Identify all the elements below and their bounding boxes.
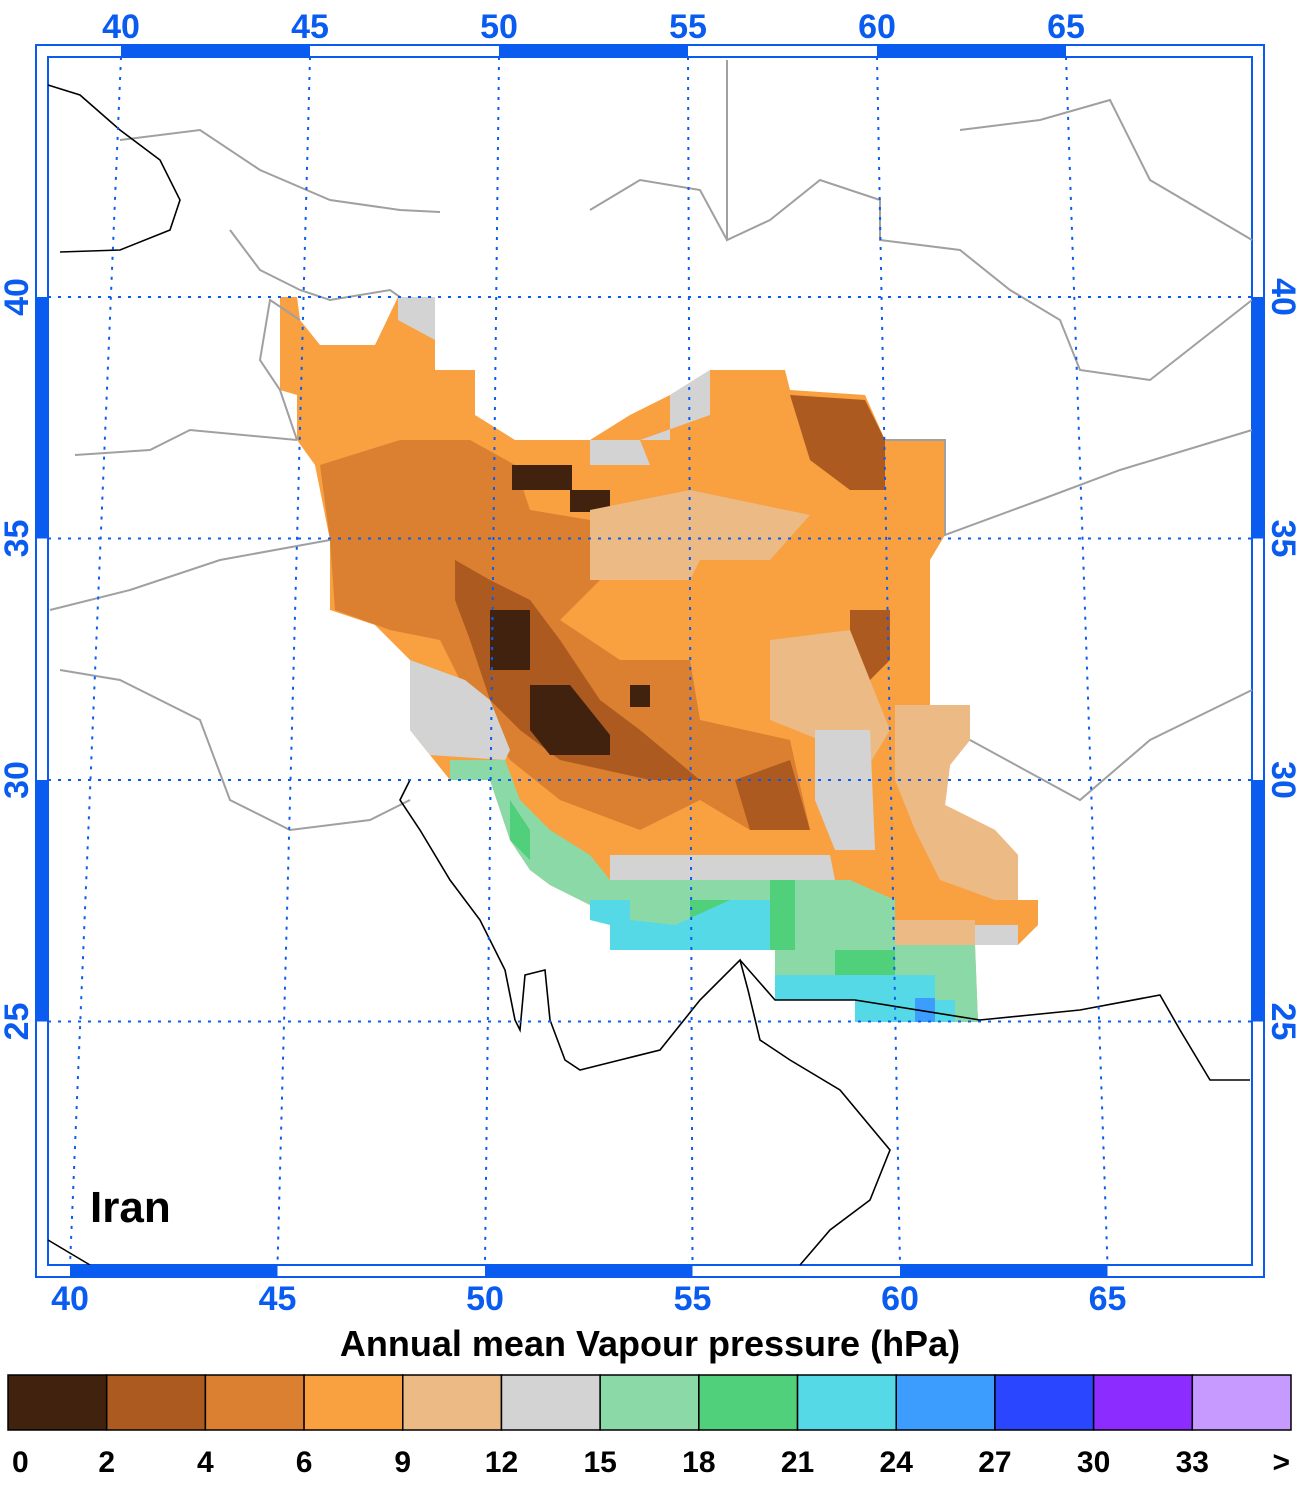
top-lon-label: 60: [858, 8, 896, 46]
bottom-lon-label: 45: [259, 1280, 297, 1318]
colorbar-swatch: [7, 1374, 108, 1431]
colorbar-swatch: [303, 1374, 404, 1431]
colorbar-label: 4: [197, 1446, 214, 1479]
meridian: [276, 56, 311, 1266]
axis-band: [900, 1265, 1108, 1277]
colorbar-label: 24: [880, 1446, 914, 1479]
colorbar-label: 27: [978, 1446, 1011, 1479]
meridian: [1065, 56, 1109, 1266]
iran-field: [280, 297, 1038, 1022]
colorbar-label: 9: [394, 1446, 411, 1479]
top-lon-label: 55: [669, 8, 707, 46]
right-lat-label: 40: [1264, 278, 1300, 316]
colorbar-swatch: [895, 1374, 996, 1431]
graticule: [48, 56, 1252, 1266]
colorbar-label: 18: [682, 1446, 715, 1479]
left-lat-label: 25: [0, 1003, 36, 1041]
bottom-lon-label: 60: [881, 1280, 919, 1318]
colorbar-swatch: [698, 1374, 799, 1431]
axes: 40 40 45 45 50 50 55 55 60 60 65 65 40 40 35 35 30 30 25 25: [0, 8, 1300, 1318]
right-lat-label: 25: [1264, 1003, 1300, 1041]
colorbar-label: 12: [485, 1446, 518, 1479]
bottom-lon-label: 40: [51, 1280, 89, 1318]
axis-band: [877, 45, 1066, 57]
colorbar-title: Annual mean Vapour pressure (hPa): [340, 1323, 960, 1364]
colorbar-label: 0: [12, 1446, 29, 1479]
colorbar-swatch: [1191, 1374, 1292, 1431]
colorbar-swatch: [796, 1374, 897, 1431]
left-lat-label: 40: [0, 278, 36, 316]
bottom-lon-label: 55: [674, 1280, 712, 1318]
bottom-lon-label: 65: [1089, 1280, 1127, 1318]
colorbar-label: 2: [98, 1446, 115, 1479]
top-lon-label: 50: [480, 8, 518, 46]
axis-band: [70, 1265, 278, 1277]
colorbar-swatch: [994, 1374, 1095, 1431]
axis-band: [1252, 297, 1264, 539]
colorbar-label: 21: [781, 1446, 814, 1479]
borders: [49, 60, 1253, 832]
axis-band: [36, 297, 48, 539]
colorbar-swatch: [402, 1374, 503, 1431]
right-lat-label: 30: [1264, 761, 1300, 799]
right-lat-label: 35: [1264, 520, 1300, 558]
meridian: [69, 56, 122, 1266]
colorbar-swatch: [1092, 1374, 1194, 1431]
region-label: Iran: [90, 1183, 171, 1232]
axis-band: [499, 45, 688, 57]
colorbar-swatch: [599, 1374, 700, 1431]
left-lat-label: 30: [0, 761, 36, 799]
left-lat-label: 35: [0, 520, 36, 558]
meridian: [687, 56, 694, 1266]
colorbar: 0 2 4 6 9 12 15 18 21 24 27 30 33 >: [7, 1374, 1292, 1479]
top-lon-label: 65: [1047, 8, 1085, 46]
colorbar-label: >: [1272, 1446, 1290, 1479]
colorbar-label: 15: [583, 1446, 616, 1479]
axis-band: [1252, 780, 1264, 1022]
colorbar-swatch: [105, 1374, 207, 1431]
meridian: [484, 56, 500, 1266]
colorbar-label: 33: [1176, 1446, 1209, 1479]
axis-band: [485, 1265, 693, 1277]
top-lon-label: 45: [291, 8, 329, 46]
axis-band: [121, 45, 310, 57]
meridian: [876, 56, 901, 1266]
coastline: [47, 84, 1250, 1266]
colorbar-swatch: [204, 1374, 305, 1431]
colorbar-label: 6: [296, 1446, 313, 1479]
top-lon-label: 40: [102, 8, 140, 46]
axis-band: [36, 780, 48, 1022]
colorbar-label: 30: [1077, 1446, 1110, 1479]
bottom-lon-label: 50: [466, 1280, 504, 1318]
colorbar-swatch: [500, 1374, 601, 1431]
